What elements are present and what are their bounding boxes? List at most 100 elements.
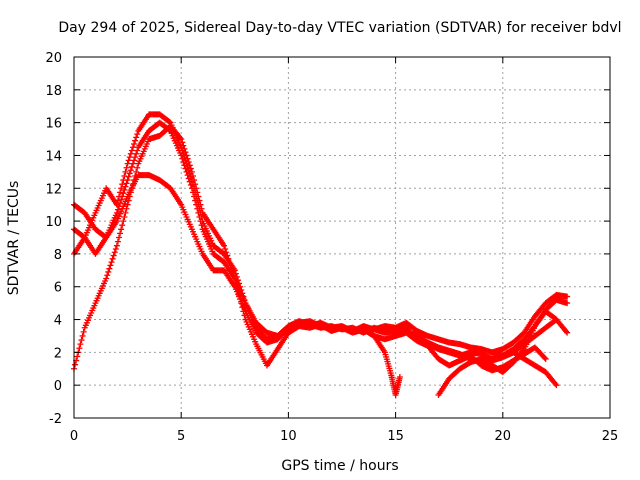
data-point [122,209,129,216]
data-point [125,197,132,204]
data-point [128,147,135,154]
data-point [180,142,187,149]
data-point [105,268,112,275]
y-tick-label: 18 [45,84,62,99]
data-point [113,242,120,249]
data-point [178,136,185,143]
y-tick-label: 2 [54,346,62,361]
data-point [78,337,85,344]
data-point [195,193,202,200]
data-point [77,341,84,348]
x-tick-label: 0 [70,429,78,444]
data-point [113,201,120,208]
data-point [177,134,184,141]
data-point [111,249,118,256]
data-point [118,196,125,203]
data-point [236,291,243,298]
data-point [129,160,136,167]
data-point [121,172,128,179]
data-point [122,168,129,175]
data-point [121,213,128,220]
data-point [235,287,242,294]
data-point [198,205,205,212]
x-tick-label: 10 [280,429,297,444]
data-point [564,329,571,336]
data-point [188,168,195,175]
data-point [109,255,116,262]
data-point [238,287,245,294]
data-point [192,181,199,188]
data-point [396,373,403,380]
data-point [72,361,79,368]
data-point [134,147,141,154]
data-point [227,262,234,269]
data-point [134,131,141,138]
data-point [104,272,111,279]
data-point [189,172,196,179]
data-point [114,206,121,213]
data-point [116,193,123,200]
data-point [114,238,121,245]
series-track-7 [489,349,560,389]
chart-title: Day 294 of 2025, Sidereal Day-to-day VTE… [58,20,621,36]
data-point [563,328,570,335]
data-point [119,222,126,229]
data-point [179,139,186,146]
data-point [186,162,193,169]
series-track-4 [71,122,549,374]
data-point [231,275,238,282]
data-point [236,280,243,287]
data-point [127,167,134,174]
data-point [116,234,123,241]
data-point [131,177,138,184]
x-tick-label: 20 [495,429,512,444]
y-tick-label: 4 [54,314,62,329]
data-point [223,249,230,256]
data-point [120,218,127,225]
data-markers [71,111,571,399]
data-point [564,300,571,307]
data-point [187,165,194,172]
data-point [117,189,124,196]
data-point [118,185,125,192]
data-point [564,293,571,300]
data-point [228,265,235,272]
data-point [226,259,233,266]
data-point [132,137,139,144]
data-point [128,163,135,170]
data-point [541,354,548,361]
data-point [132,154,139,161]
data-point [133,134,140,141]
data-point [239,304,246,311]
data-point [222,245,229,252]
data-point [118,226,125,233]
data-point [76,345,83,352]
data-point [133,150,140,157]
data-point [542,355,549,362]
data-point [131,140,138,147]
data-point [183,152,190,159]
y-axis-label: SDTVAR / TECUs [6,181,22,296]
data-point [133,168,140,175]
data-point [124,201,131,208]
data-point [125,173,132,180]
data-point [241,312,248,319]
data-point [103,275,110,282]
data-point [124,160,131,167]
data-point [122,183,129,190]
data-point [166,118,173,125]
data-point [182,149,189,156]
data-point [106,265,113,272]
data-point [117,230,124,237]
data-point [125,157,132,164]
data-point [193,185,200,192]
data-point [120,190,127,197]
data-point [224,252,231,259]
y-tick-label: -2 [49,412,62,427]
data-point [553,382,560,389]
series-track-2 [71,172,571,362]
y-tick-label: 8 [54,248,62,263]
data-point [240,308,247,315]
data-point [181,145,188,152]
